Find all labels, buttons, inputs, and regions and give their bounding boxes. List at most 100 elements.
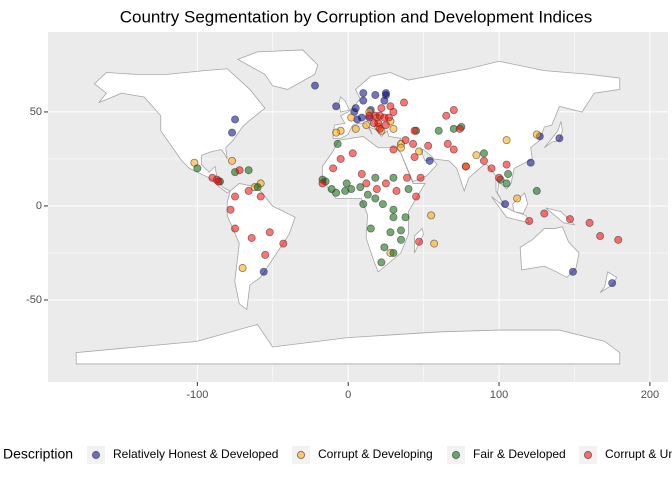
point bbox=[401, 136, 410, 145]
x-tick-label: 100 bbox=[490, 389, 508, 401]
point bbox=[384, 113, 393, 122]
point bbox=[449, 106, 458, 115]
point bbox=[409, 139, 418, 148]
legend-key bbox=[296, 450, 306, 460]
point bbox=[332, 128, 341, 137]
point bbox=[415, 147, 424, 156]
point bbox=[371, 194, 380, 203]
point bbox=[375, 124, 384, 133]
y-tick-label: 50 bbox=[30, 106, 42, 118]
point bbox=[362, 179, 371, 188]
point bbox=[608, 279, 617, 288]
point bbox=[377, 104, 386, 113]
point bbox=[614, 235, 623, 244]
point bbox=[363, 190, 372, 199]
point bbox=[348, 149, 357, 158]
point bbox=[359, 89, 368, 98]
point bbox=[231, 192, 240, 201]
point bbox=[540, 209, 549, 218]
point bbox=[501, 200, 510, 209]
point bbox=[502, 160, 511, 169]
point bbox=[400, 98, 409, 107]
point bbox=[371, 173, 380, 182]
legend-label: Corrupt & Underdeveloped bbox=[605, 447, 672, 461]
point bbox=[396, 143, 405, 152]
point bbox=[244, 186, 253, 195]
point bbox=[332, 102, 341, 111]
point bbox=[568, 267, 577, 276]
point bbox=[555, 134, 564, 143]
point bbox=[389, 124, 398, 133]
chart-title: Country Segmentation by Corruption and D… bbox=[120, 7, 593, 26]
point bbox=[392, 186, 401, 195]
point bbox=[332, 188, 341, 197]
point bbox=[359, 200, 368, 209]
point bbox=[214, 177, 223, 186]
point bbox=[585, 218, 594, 227]
point bbox=[404, 185, 413, 194]
legend: Relatively Honest & Developed Corrupt & D… bbox=[87, 446, 672, 464]
point bbox=[351, 124, 360, 133]
point bbox=[228, 156, 237, 165]
point bbox=[565, 215, 574, 224]
legend-label: Corrupt & Developing bbox=[318, 447, 433, 461]
north-america bbox=[94, 69, 265, 193]
point bbox=[401, 213, 410, 222]
legend-label: Fair & Developed bbox=[473, 447, 566, 461]
point bbox=[427, 211, 436, 220]
point bbox=[226, 205, 235, 214]
point bbox=[424, 141, 433, 150]
point bbox=[193, 164, 202, 173]
point bbox=[342, 179, 351, 188]
point bbox=[416, 173, 425, 182]
x-tick-label: -100 bbox=[186, 389, 208, 401]
point bbox=[410, 153, 419, 162]
point bbox=[347, 185, 356, 194]
point bbox=[430, 239, 439, 248]
point bbox=[318, 179, 327, 188]
point bbox=[366, 224, 375, 233]
borneo bbox=[513, 193, 528, 214]
legend-label: Relatively Honest & Developed bbox=[113, 447, 278, 461]
eurasia bbox=[333, 61, 620, 204]
world-map bbox=[76, 50, 620, 364]
legend-key bbox=[583, 450, 593, 460]
point bbox=[389, 205, 398, 214]
australia bbox=[520, 227, 579, 278]
points bbox=[190, 81, 623, 288]
point bbox=[389, 173, 398, 182]
point bbox=[381, 179, 390, 188]
point bbox=[504, 169, 513, 178]
point bbox=[362, 121, 371, 130]
point bbox=[479, 149, 488, 158]
point bbox=[380, 96, 389, 105]
point bbox=[311, 81, 320, 90]
point bbox=[259, 267, 268, 276]
point bbox=[412, 192, 421, 201]
point bbox=[377, 258, 386, 267]
axes: -100 0 100 200 -50 0 50 bbox=[26, 106, 659, 401]
point bbox=[386, 228, 395, 237]
point bbox=[425, 156, 434, 165]
point bbox=[532, 130, 541, 139]
point bbox=[443, 139, 452, 148]
point bbox=[228, 128, 237, 137]
y-tick-label: -50 bbox=[26, 294, 42, 306]
legend-key bbox=[91, 450, 101, 460]
point bbox=[265, 228, 274, 237]
point bbox=[415, 237, 424, 246]
point bbox=[513, 194, 522, 203]
point bbox=[403, 173, 412, 182]
point bbox=[238, 264, 247, 273]
point bbox=[389, 145, 398, 154]
point bbox=[442, 111, 451, 120]
point bbox=[369, 119, 378, 128]
point bbox=[359, 96, 368, 105]
antarctica bbox=[76, 324, 620, 363]
point bbox=[532, 186, 541, 195]
point bbox=[279, 239, 288, 248]
point bbox=[247, 233, 256, 242]
point bbox=[502, 136, 511, 145]
point bbox=[371, 91, 380, 100]
